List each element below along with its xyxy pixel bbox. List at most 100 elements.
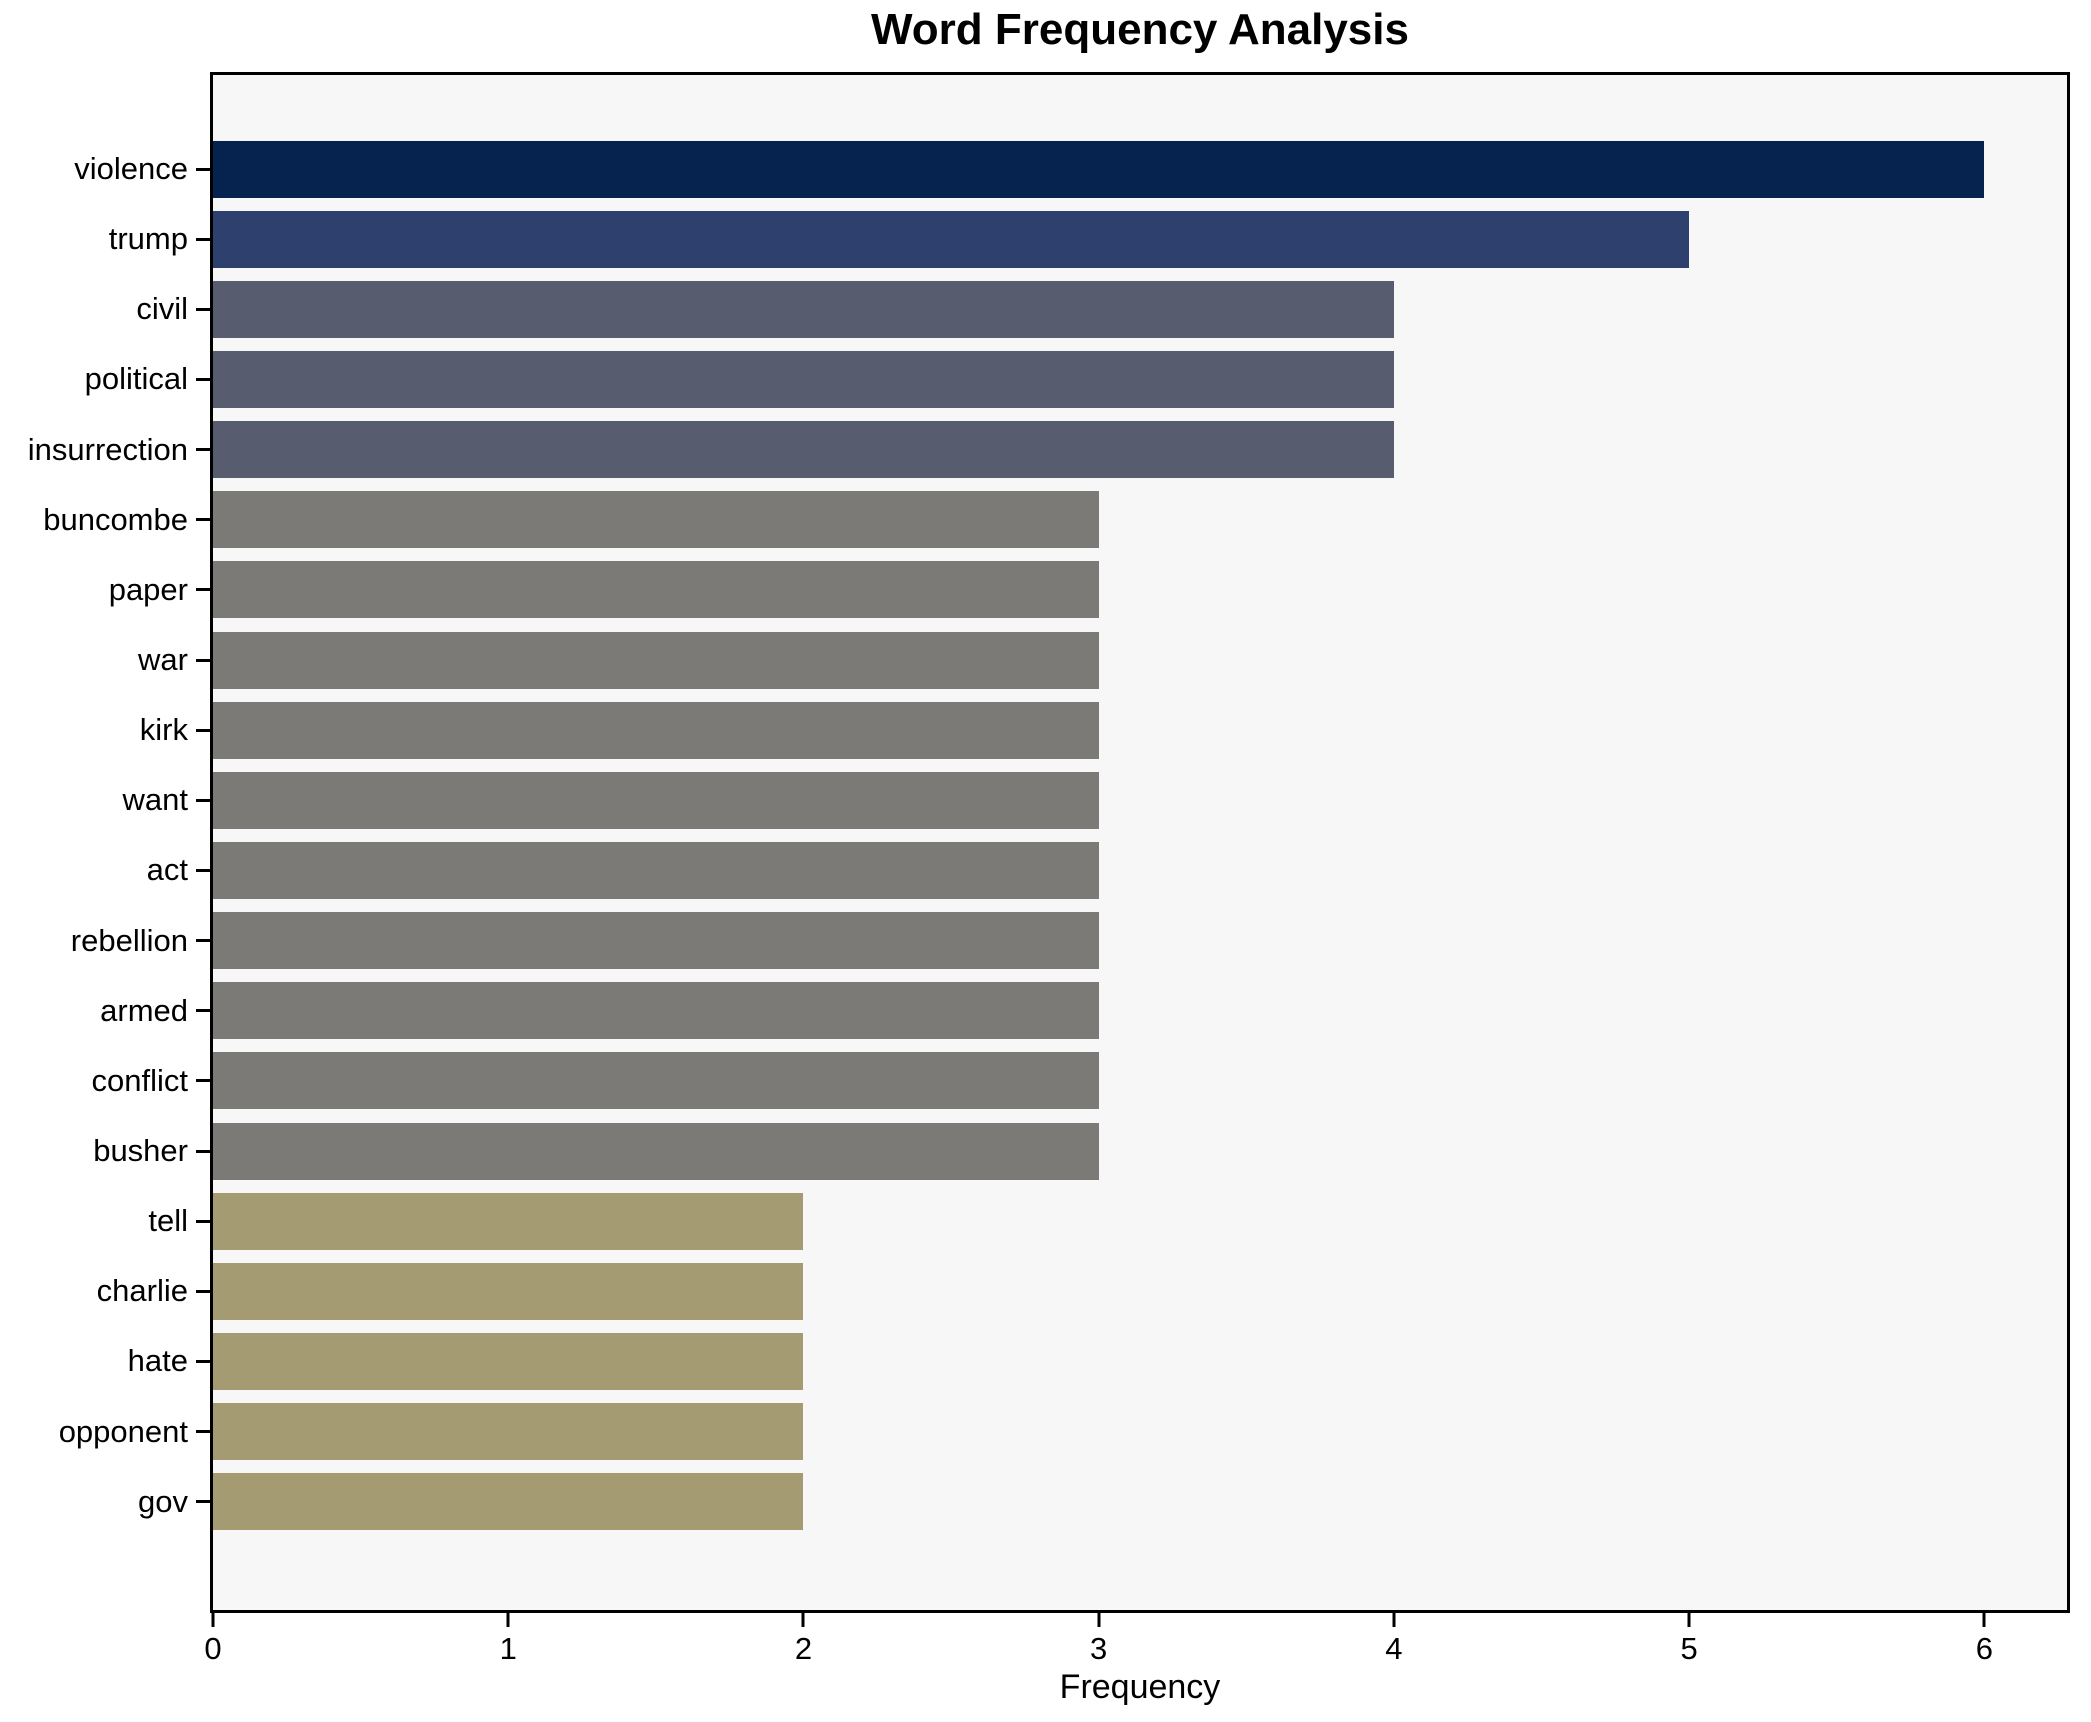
bar-row-insurrection: [213, 415, 2067, 485]
y-tick-mark-trump: [196, 237, 210, 241]
y-slot-want: want: [0, 765, 210, 835]
x-tick-label-5: 5: [1680, 1631, 1698, 1666]
y-tick-label-tell: tell: [148, 1203, 188, 1239]
y-tick-label-want: want: [122, 782, 188, 818]
bar-tell: [213, 1192, 804, 1250]
plot-area: [210, 72, 2070, 1613]
bar-conflict: [213, 1052, 1099, 1110]
x-tick-mark-2: [801, 1613, 805, 1627]
bar-war: [213, 631, 1099, 689]
y-tick-mark-armed: [196, 1009, 210, 1013]
bar-row-act: [213, 835, 2067, 905]
y-tick-mark-violence: [196, 167, 210, 171]
y-slot-opponent: opponent: [0, 1397, 210, 1467]
y-tick-label-civil: civil: [136, 291, 188, 327]
y-slot-war: war: [0, 625, 210, 695]
y-tick-mark-hate: [196, 1359, 210, 1363]
y-slot-kirk: kirk: [0, 695, 210, 765]
y-tick-label-charlie: charlie: [96, 1273, 188, 1309]
bar-row-trump: [213, 204, 2067, 274]
y-tick-mark-kirk: [196, 728, 210, 732]
bar-buncombe: [213, 491, 1099, 549]
bar-row-hate: [213, 1326, 2067, 1396]
bar-violence: [213, 140, 1985, 198]
y-tick-label-paper: paper: [108, 571, 188, 607]
bar-row-paper: [213, 555, 2067, 625]
x-tick-mark-4: [1392, 1613, 1396, 1627]
bar-kirk: [213, 701, 1099, 759]
y-tick-label-conflict: conflict: [91, 1062, 188, 1098]
bar-busher: [213, 1122, 1099, 1180]
bar-row-gov: [213, 1467, 2067, 1537]
y-slot-insurrection: insurrection: [0, 415, 210, 485]
y-tick-label-opponent: opponent: [58, 1413, 188, 1449]
y-tick-label-armed: armed: [100, 992, 188, 1028]
x-tick-mark-6: [1982, 1613, 1986, 1627]
y-slot-buncombe: buncombe: [0, 485, 210, 555]
y-slot-violence: violence: [0, 134, 210, 204]
bar-row-conflict: [213, 1046, 2067, 1116]
y-slot-tell: tell: [0, 1186, 210, 1256]
y-axis: violence trump civil political insurrection b…: [0, 75, 210, 1610]
y-tick-label-act: act: [146, 852, 188, 888]
bar-row-rebellion: [213, 906, 2067, 976]
y-tick-label-trump: trump: [108, 221, 188, 257]
x-tick-label-3: 3: [1090, 1631, 1108, 1666]
y-tick-mark-opponent: [196, 1430, 210, 1434]
bar-row-opponent: [213, 1397, 2067, 1467]
y-slot-gov: gov: [0, 1467, 210, 1537]
x-tick-label-4: 4: [1385, 1631, 1403, 1666]
y-slot-charlie: charlie: [0, 1256, 210, 1326]
y-tick-label-busher: busher: [93, 1133, 188, 1169]
x-tick-label-2: 2: [794, 1631, 813, 1666]
x-tick-mark-3: [1097, 1613, 1101, 1627]
bar-insurrection: [213, 421, 1394, 479]
y-slot-busher: busher: [0, 1116, 210, 1186]
bar-row-busher: [213, 1116, 2067, 1186]
y-tick-label-insurrection: insurrection: [27, 431, 188, 467]
y-tick-mark-insurrection: [196, 448, 210, 452]
y-tick-label-political: political: [84, 361, 188, 397]
y-tick-mark-paper: [196, 588, 210, 592]
bar-row-want: [213, 765, 2067, 835]
bar-trump: [213, 210, 1690, 268]
y-slot-conflict: conflict: [0, 1046, 210, 1116]
y-slot-hate: hate: [0, 1326, 210, 1396]
x-axis-title: Frequency: [1059, 1668, 1221, 1706]
y-tick-mark-civil: [196, 307, 210, 311]
y-slot-act: act: [0, 835, 210, 905]
bar-want: [213, 771, 1099, 829]
bar-row-tell: [213, 1186, 2067, 1256]
x-tick-label-1: 1: [499, 1631, 517, 1666]
bar-row-political: [213, 344, 2067, 414]
bar-charlie: [213, 1262, 804, 1320]
y-tick-mark-act: [196, 868, 210, 872]
y-tick-mark-rebellion: [196, 939, 210, 943]
bar-political: [213, 350, 1394, 408]
y-tick-mark-gov: [196, 1500, 210, 1504]
y-tick-mark-conflict: [196, 1079, 210, 1083]
bar-row-civil: [213, 274, 2067, 344]
bar-act: [213, 841, 1099, 899]
y-slot-rebellion: rebellion: [0, 906, 210, 976]
y-tick-mark-war: [196, 658, 210, 662]
x-tick-mark-1: [506, 1613, 510, 1627]
y-tick-mark-busher: [196, 1149, 210, 1153]
y-slot-paper: paper: [0, 555, 210, 625]
bar-row-charlie: [213, 1256, 2067, 1326]
y-slot-civil: civil: [0, 274, 210, 344]
y-tick-label-war: war: [138, 642, 188, 678]
bar-row-armed: [213, 976, 2067, 1046]
y-slot-political: political: [0, 344, 210, 414]
bar-row-war: [213, 625, 2067, 695]
bar-paper: [213, 561, 1099, 619]
y-tick-label-hate: hate: [127, 1343, 188, 1379]
bar-rebellion: [213, 912, 1099, 970]
bar-armed: [213, 982, 1099, 1040]
chart-title: Word Frequency Analysis: [871, 5, 1409, 54]
y-tick-label-gov: gov: [138, 1483, 188, 1519]
bar-gov: [213, 1473, 804, 1531]
y-tick-mark-charlie: [196, 1289, 210, 1293]
x-tick-mark-0: [211, 1613, 215, 1627]
